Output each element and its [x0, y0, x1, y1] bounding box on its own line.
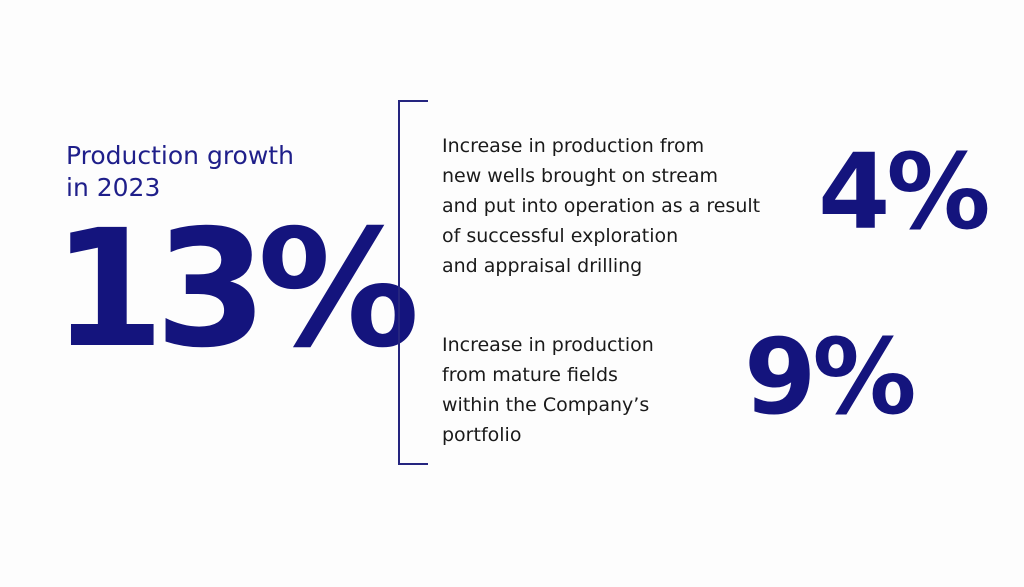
heading-line-1: Production growth — [66, 141, 294, 170]
bracket-divider — [398, 100, 428, 465]
section-heading: Production growth in 2023 — [66, 140, 366, 204]
heading-line-2: in 2023 — [66, 173, 161, 202]
stat-value-mature-fields: 9% — [744, 316, 917, 438]
stat-value-new-wells: 4% — [818, 131, 991, 253]
stat-description-new-wells: Increase in production from new wells br… — [442, 135, 761, 277]
stat-description-mature-fields: Increase in production from mature field… — [442, 334, 654, 446]
total-growth-value: 13% — [52, 196, 420, 384]
